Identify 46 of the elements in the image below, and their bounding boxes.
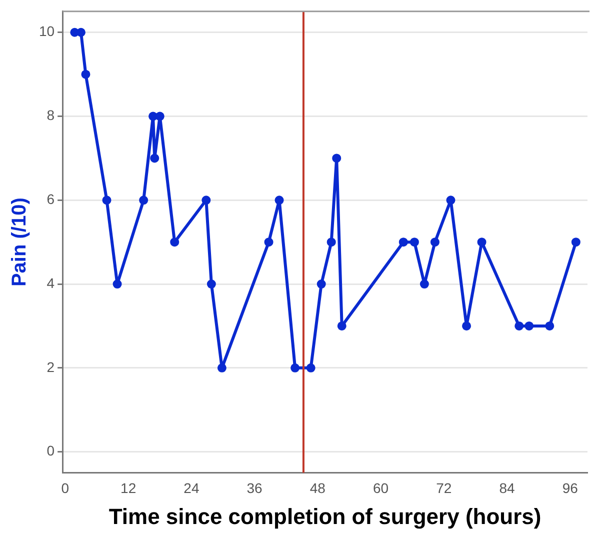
x-axis-title: Time since completion of surgery (hours)	[108, 504, 542, 529]
y-tick-label: 10	[38, 23, 55, 40]
point	[139, 196, 148, 205]
point	[332, 154, 342, 163]
x-tick-label: 60	[373, 480, 389, 496]
point	[290, 363, 300, 372]
y-axis-title: Pain (/10)	[8, 198, 31, 287]
x-tick-label: 84	[499, 480, 516, 496]
point	[217, 363, 226, 372]
point	[150, 154, 160, 163]
point	[420, 280, 429, 289]
x-tick-label: 12	[120, 480, 136, 496]
y-tick-label: 2	[46, 358, 55, 375]
point	[102, 196, 112, 205]
point	[206, 280, 216, 289]
point	[514, 321, 524, 330]
point	[170, 238, 180, 247]
point	[274, 196, 284, 205]
point	[306, 363, 316, 372]
x-tick-label: 36	[246, 480, 263, 496]
point	[462, 321, 472, 330]
point	[571, 238, 580, 247]
x-tick-label: 24	[184, 480, 200, 496]
x-tick-label: 96	[562, 480, 578, 496]
x-tick-label: 48	[310, 480, 326, 496]
point	[430, 238, 440, 247]
point	[446, 196, 456, 205]
point	[112, 280, 122, 289]
point	[477, 238, 486, 247]
point	[326, 238, 336, 247]
y-tick-label: 6	[46, 191, 55, 208]
point	[398, 238, 408, 247]
point	[410, 238, 419, 247]
point	[264, 238, 274, 247]
point	[316, 280, 326, 289]
point	[524, 321, 534, 330]
x-tick-label: 72	[436, 480, 452, 496]
point	[202, 196, 211, 205]
point	[545, 321, 554, 330]
x-tick-label: 0	[61, 480, 70, 496]
y-tick-label: 4	[46, 274, 55, 291]
point	[155, 112, 164, 121]
point	[81, 70, 90, 79]
y-tick-label: 0	[46, 442, 55, 459]
y-tick-label: 8	[46, 107, 55, 124]
point	[337, 321, 346, 330]
